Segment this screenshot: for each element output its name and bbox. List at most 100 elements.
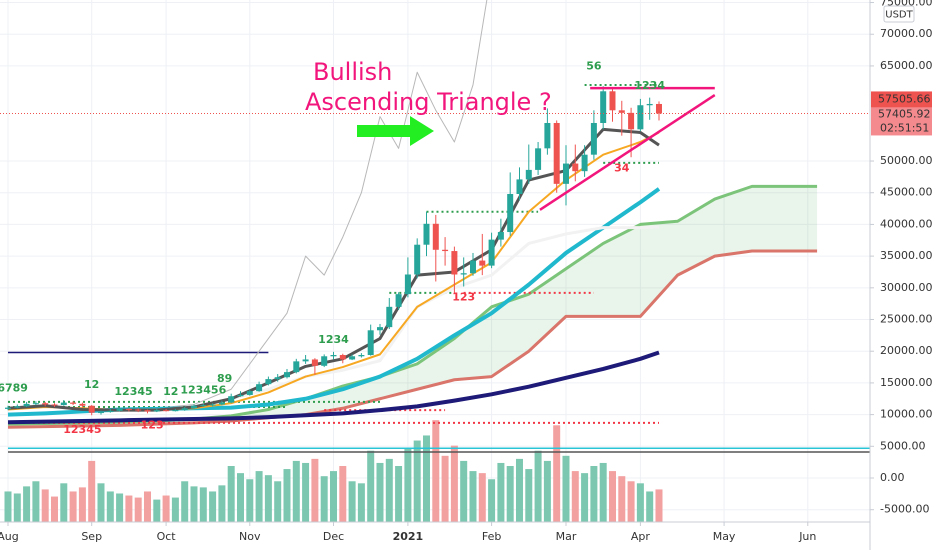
volume-bar	[171, 497, 179, 522]
candle-body	[209, 404, 216, 406]
x-tick-label: Mar	[556, 530, 577, 543]
candle-body	[469, 260, 476, 274]
candle-body	[4, 407, 11, 409]
td-count: 56	[586, 60, 602, 73]
td-count: 123456	[180, 384, 226, 397]
candle-body	[386, 306, 393, 328]
volume-bar	[218, 485, 226, 522]
candle-body	[507, 193, 514, 233]
trendline	[539, 94, 716, 211]
currency-box[interactable]	[883, 5, 915, 23]
volume-bar	[450, 445, 458, 522]
volume-bar	[274, 481, 282, 522]
volume-bar	[190, 486, 198, 522]
volume-bar	[32, 481, 40, 522]
candle-body	[125, 408, 132, 410]
volume-bar	[134, 497, 142, 522]
td-count: 34	[614, 162, 630, 175]
cloud-fill	[7, 186, 818, 428]
y-tick-label: 50000.00	[880, 154, 932, 167]
candle-body	[451, 251, 458, 275]
volume-bar	[618, 476, 626, 522]
volume-bar	[460, 460, 468, 522]
volume-bar	[246, 479, 254, 522]
volume-bar	[153, 499, 161, 522]
candle-body	[488, 239, 495, 266]
candle-body	[228, 396, 235, 403]
candle-body	[79, 403, 86, 406]
volume-bar	[50, 496, 58, 522]
volume-bar	[264, 475, 272, 522]
volume-bar	[571, 471, 579, 522]
y-tick-label: 45000.00	[880, 186, 932, 199]
volume-bar	[608, 471, 616, 522]
candle-body	[293, 361, 300, 373]
candle-body	[256, 384, 263, 392]
volume-bar	[581, 473, 589, 522]
volume-bar	[385, 458, 393, 522]
volume-bar	[469, 471, 477, 522]
volume-bar	[627, 481, 635, 522]
volume-bar	[376, 462, 384, 522]
td-count: 12	[163, 385, 178, 398]
candle-body	[339, 355, 346, 360]
candle-body	[628, 112, 635, 130]
volume-bar	[236, 473, 244, 522]
candle-body	[181, 408, 188, 411]
candle-body	[367, 330, 374, 356]
volume-bar	[497, 462, 505, 522]
volume-bar	[329, 471, 337, 522]
candle-body	[153, 410, 160, 412]
y-tick-label: 10000.00	[880, 408, 932, 421]
td-count: 1234	[634, 79, 665, 92]
candle-body	[135, 409, 142, 411]
volume-bar	[199, 487, 207, 522]
volume-bar	[41, 489, 49, 522]
volume-bar	[441, 455, 449, 522]
volume-bar	[488, 479, 496, 522]
volume-bar	[478, 473, 486, 522]
annotation: Bullish Ascending Triangle ?	[305, 58, 552, 146]
volume-bar	[543, 460, 551, 522]
x-tick-label: May	[713, 530, 736, 543]
candle-body	[432, 223, 439, 250]
candle-body	[70, 402, 77, 404]
candle-body	[553, 122, 560, 184]
candle-body	[302, 359, 309, 362]
td-count: 12	[84, 378, 99, 391]
candle-body	[116, 408, 123, 411]
candle-body	[572, 163, 579, 172]
x-tick-label: Feb	[482, 530, 501, 543]
candle-body	[414, 244, 421, 275]
volume-bar	[162, 495, 170, 522]
td-count: 12345	[63, 423, 101, 436]
volume-bar	[116, 493, 124, 522]
candle-body	[535, 148, 542, 170]
candle-body	[581, 154, 588, 172]
volume-bar	[562, 455, 570, 522]
volume-bar	[367, 450, 375, 522]
volume-bar	[413, 440, 421, 522]
volume-bar	[553, 425, 561, 522]
candle-body	[88, 405, 95, 413]
candle-body	[544, 122, 551, 149]
volume-bar	[255, 471, 263, 522]
volume-bar	[125, 495, 133, 522]
indicator-line	[7, 350, 660, 425]
candle-body	[200, 405, 207, 407]
candle-body	[51, 404, 58, 406]
volume-bar	[422, 435, 430, 522]
y-tick-label: 20000.00	[880, 344, 932, 357]
volume-bar	[302, 462, 310, 522]
volume-bar	[506, 466, 514, 522]
y-tick-label: 70000.00	[880, 27, 932, 40]
volume-bar	[23, 486, 31, 522]
candle-body	[274, 377, 281, 380]
candle-body	[646, 103, 653, 106]
x-tick-label: Sep	[81, 530, 102, 543]
candle-body	[42, 403, 49, 405]
candle-body	[311, 359, 318, 366]
candle-body	[637, 105, 644, 130]
volume-bar	[88, 460, 96, 522]
